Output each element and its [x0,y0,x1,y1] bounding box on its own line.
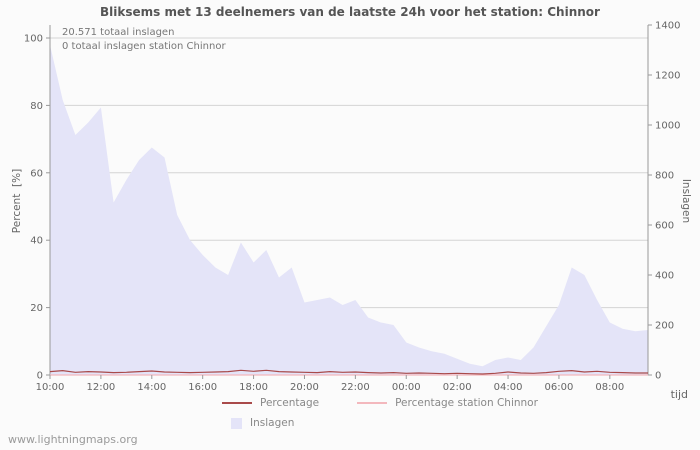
right-tick-label: 800 [655,171,674,182]
left-axis-label: Percent [%] [11,168,23,234]
legend-item-station: Percentage station Chinnor [357,397,538,409]
legend-item-percentage: Percentage [222,397,319,409]
x-tick-label: 12:00 [86,382,115,393]
right-axis-label: Inslagen [680,178,692,224]
station-strikes-annotation: 0 totaal inslagen station Chinnor [62,41,226,52]
x-tick-label: 02:00 [443,382,472,393]
right-tick-label: 1400 [655,21,680,32]
site-credit: www.lightningmaps.org [8,433,138,446]
x-tick-label: 14:00 [137,382,166,393]
legend-item-inslagen: Inslagen [222,417,294,429]
x-tick-label: 20:00 [290,382,319,393]
left-tick-label: 20 [30,303,43,314]
x-tick-label: 04:00 [494,382,523,393]
right-tick-label: 400 [655,271,674,282]
chart-legend: Percentage Percentage station Chinnor In… [222,393,576,433]
station-line-swatch [357,402,388,404]
right-tick-label: 1200 [655,71,680,82]
legend-label-station: Percentage station Chinnor [395,397,538,409]
left-tick-label: 40 [30,236,43,247]
left-tick-label: 60 [30,168,43,179]
percentage-line-series [49,369,648,375]
x-tick-label: 06:00 [545,382,574,393]
right-tick-label: 1000 [655,121,680,132]
x-tick-label: 00:00 [392,382,421,393]
left-tick-label: 100 [24,34,43,45]
right-tick-label: 0 [655,371,661,382]
left-tick-label: 80 [30,101,43,112]
chart-title: Bliksems met 13 deelnemers van de laatst… [100,5,600,19]
percentage-line-swatch [222,402,252,404]
inslagen-area-swatch [231,417,242,429]
x-tick-label: 16:00 [188,382,217,393]
x-tick-label: 22:00 [341,382,370,393]
left-tick-label: 0 [37,371,43,382]
x-tick-label: 08:00 [595,382,624,393]
legend-label-percentage: Percentage [260,397,320,409]
right-tick-label: 200 [655,321,674,332]
legend-label-inslagen: Inslagen [250,417,295,429]
right-tick-label: 600 [655,221,674,232]
x-axis-label: tijd [670,388,688,401]
total-strikes-annotation: 20.571 totaal inslagen [62,27,175,38]
inslagen-area-series [50,45,648,375]
x-tick-label: 18:00 [239,382,268,393]
x-tick-label: 10:00 [36,382,65,393]
